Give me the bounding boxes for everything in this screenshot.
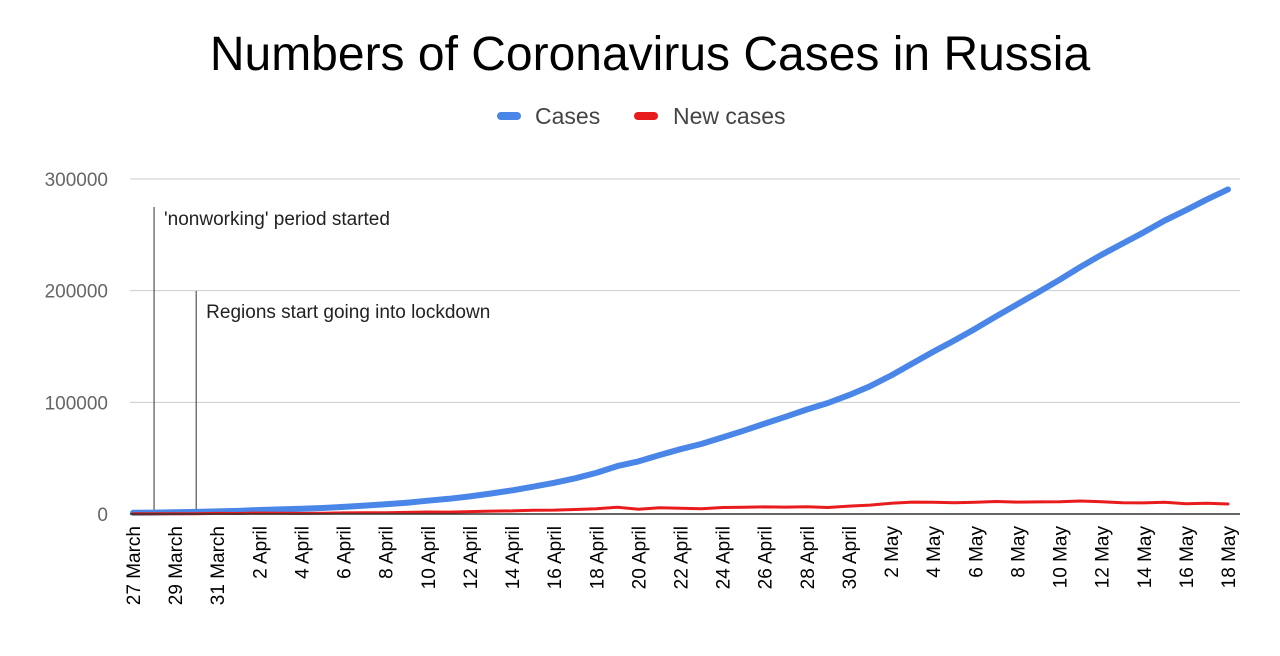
x-tick-label: 6 April: [335, 526, 356, 579]
legend-swatch-cases: [497, 112, 521, 120]
annotation-label: Regions start going into lockdown: [206, 302, 490, 323]
annotation-label: 'nonworking' period started: [164, 209, 390, 230]
y-tick-label: 100000: [45, 393, 108, 414]
x-tick-label: 28 April: [798, 526, 819, 589]
x-tick-label: 2 April: [250, 526, 271, 579]
x-tick-label: 8 May: [1008, 526, 1029, 578]
x-tick-label: 22 April: [672, 526, 693, 589]
x-tick-label: 16 April: [545, 526, 566, 589]
x-tick-label: 6 May: [966, 526, 987, 578]
x-tick-label: 12 April: [461, 526, 482, 589]
x-tick-label: 26 April: [756, 526, 777, 589]
chart-title: Numbers of Coronavirus Cases in Russia: [210, 28, 1091, 81]
series-line-cases: [130, 186, 1231, 516]
x-tick-label: 18 April: [587, 526, 608, 589]
x-tick-label: 8 April: [377, 526, 398, 579]
x-tick-label: 24 April: [714, 526, 735, 589]
legend-label-new-cases: New cases: [673, 103, 785, 129]
x-tick-label: 2 May: [882, 526, 903, 578]
y-tick-label: 0: [97, 505, 108, 526]
annotations: 'nonworking' period started Regions start…: [153, 207, 490, 514]
x-tick-label: 14 May: [1135, 526, 1156, 589]
x-tick-label: 10 May: [1051, 526, 1072, 589]
x-tick-label: 31 March: [208, 526, 229, 605]
y-tick-label: 200000: [45, 282, 108, 303]
legend-item-cases: Cases: [497, 103, 600, 129]
axes: 27 March 29 March 31 March 2 April 4 April 6 …: [124, 513, 1240, 605]
x-tick-label: 27 March: [124, 526, 145, 605]
x-tick-label: 16 May: [1177, 526, 1198, 589]
chart-legend: Cases New cases: [497, 103, 785, 129]
gridlines: 0 100000 200000 300000: [45, 170, 1240, 526]
legend-item-new-cases: New cases: [634, 103, 785, 129]
legend-swatch-new-cases: [634, 112, 658, 120]
x-tick-label: 4 May: [924, 526, 945, 578]
legend-label-cases: Cases: [535, 103, 600, 129]
x-tick-label: 30 April: [840, 526, 861, 589]
x-tick-label: 29 March: [166, 526, 187, 605]
x-tick-label: 12 May: [1093, 526, 1114, 589]
x-tick-label: 14 April: [503, 526, 524, 589]
x-tick-label: 18 May: [1219, 526, 1240, 589]
series-lines: [130, 186, 1231, 516]
y-tick-label: 300000: [45, 170, 108, 191]
x-tick-label: 20 April: [629, 526, 650, 589]
x-tick-label: 10 April: [419, 526, 440, 589]
x-tick-label: 4 April: [293, 526, 314, 579]
